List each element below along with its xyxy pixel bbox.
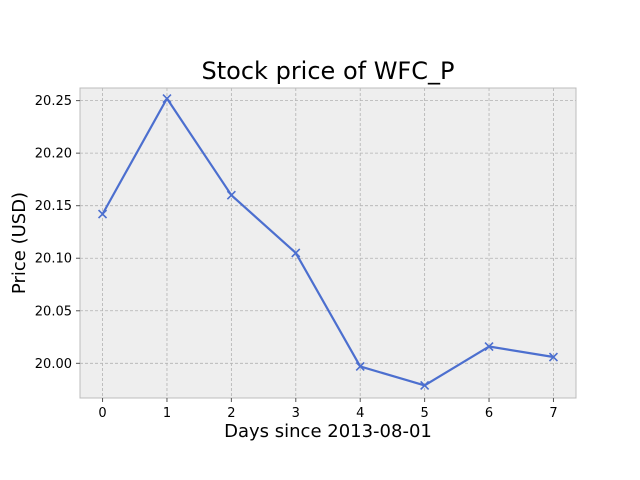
x-tick-label: 5 bbox=[420, 406, 428, 421]
data-point bbox=[162, 93, 172, 104]
data-point bbox=[420, 380, 430, 390]
y-tick-label: 20.25 bbox=[35, 94, 72, 109]
data-point bbox=[226, 190, 236, 200]
x-tick-label: 0 bbox=[98, 406, 106, 421]
plot-frame bbox=[79, 87, 577, 399]
y-axis-label: Price (USD) bbox=[9, 192, 30, 294]
series-layer bbox=[97, 93, 559, 390]
data-point bbox=[355, 361, 365, 372]
x-tick-label: 3 bbox=[292, 406, 300, 421]
x-tick-label: 2 bbox=[227, 406, 235, 421]
chart-title: Stock price of WFC_P bbox=[202, 57, 455, 85]
x-axis-label: Days since 2013-08-01 bbox=[224, 421, 432, 442]
y-tick-label: 20.15 bbox=[35, 199, 72, 214]
x-tick-label: 4 bbox=[356, 406, 364, 421]
y-tick-label: 20.00 bbox=[35, 357, 72, 372]
ticks: 0 1 2 3 4 5 6 7 20.00 20.05 20.10 20.15 20.20 20.25 bbox=[35, 94, 558, 421]
data-point bbox=[291, 248, 301, 258]
plot-area bbox=[80, 88, 576, 398]
data-point bbox=[484, 341, 494, 352]
y-tick-label: 20.10 bbox=[35, 252, 72, 267]
x-tick-label: 1 bbox=[163, 406, 171, 421]
y-tick-label: 20.20 bbox=[35, 147, 72, 162]
grid bbox=[80, 88, 576, 398]
data-point bbox=[97, 209, 108, 219]
series-line bbox=[101, 97, 554, 387]
data-point bbox=[548, 352, 559, 362]
x-tick-label: 6 bbox=[485, 406, 493, 421]
x-tick-label: 7 bbox=[549, 406, 557, 421]
y-tick-label: 20.05 bbox=[35, 304, 72, 319]
